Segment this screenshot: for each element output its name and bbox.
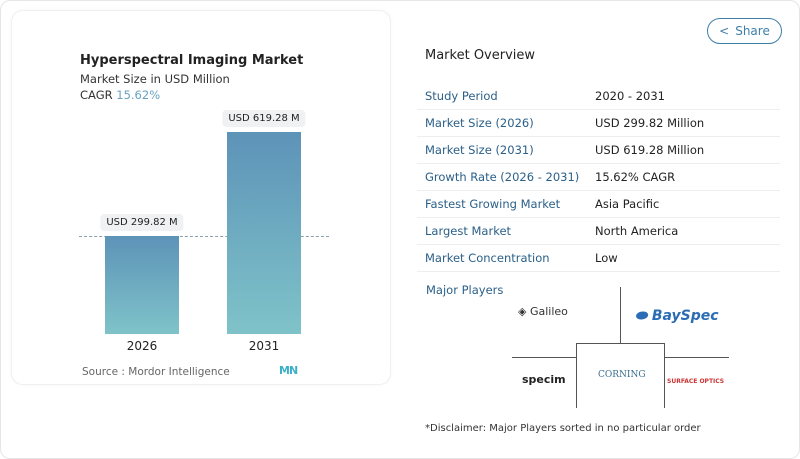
row-value: USD 299.82 Million: [595, 116, 705, 130]
row-label: Growth Rate (2026 - 2031): [425, 170, 580, 184]
chart-card: [11, 10, 391, 385]
row-label: Fastest Growing Market: [425, 197, 561, 211]
overview-row: Growth Rate (2026 - 2031) 15.62% CAGR: [417, 164, 780, 191]
overview-row: Largest Market North America: [417, 218, 780, 245]
cagr-value: 15.62%: [116, 88, 161, 102]
overview-title: Market Overview: [425, 48, 536, 63]
chart-title: Hyperspectral Imaging Market: [80, 53, 304, 68]
data-label: USD 299.82 M: [100, 214, 184, 231]
row-value: 15.62% CAGR: [595, 170, 676, 184]
chart-source: Source : Mordor Intelligence: [82, 366, 230, 378]
divider: [576, 343, 665, 344]
x-tick-label: 2026: [126, 339, 158, 353]
chart-subtitle: Market Size in USD Million: [80, 72, 230, 86]
divider: [664, 343, 665, 408]
logo-specim: specim: [522, 373, 566, 386]
reference-line: [79, 236, 329, 237]
overview-row: Fastest Growing Market Asia Pacific: [417, 191, 780, 218]
row-label: Market Size (2026): [425, 116, 534, 130]
overview-row: Market Size (2026) USD 299.82 Million: [417, 110, 780, 137]
bar-2031: [227, 131, 301, 334]
row-label: Largest Market: [425, 224, 512, 238]
logo-surface-optics: SURFACE OPTICS: [667, 378, 725, 385]
row-label: Market Concentration: [425, 251, 550, 265]
logo-bayspec: ⬬ BaySpec: [635, 308, 719, 324]
cagr-label: CAGR: [80, 88, 113, 102]
mordor-logo: MN: [279, 364, 298, 377]
row-value: USD 619.28 Million: [595, 143, 705, 157]
share-label: Share: [735, 24, 770, 38]
cagr: CAGR 15.62%: [80, 88, 160, 102]
share-button[interactable]: < Share: [707, 18, 782, 44]
overview-row: Market Concentration Low: [417, 245, 780, 272]
x-tick-label: 2031: [248, 339, 280, 353]
share-icon: <: [719, 24, 730, 38]
divider: [665, 357, 729, 358]
row-value: Asia Pacific: [595, 197, 660, 211]
row-value: Low: [595, 251, 618, 265]
overview-row: Study Period 2020 - 2031: [417, 83, 780, 110]
data-label: USD 619.28 M: [222, 109, 306, 127]
row-value: North America: [595, 224, 679, 238]
logo-galileo: ◈ Galileo: [518, 305, 568, 318]
bar-2026: [105, 236, 179, 334]
divider: [576, 343, 577, 408]
row-label: Study Period: [425, 89, 498, 103]
major-players-title: Major Players: [426, 283, 504, 297]
row-label: Market Size (2031): [425, 143, 534, 157]
logo-corning: CORNING: [598, 370, 646, 380]
disclaimer: *Disclaimer: Major Players sorted in no …: [425, 423, 701, 434]
overview-row: Market Size (2031) USD 619.28 Million: [417, 137, 780, 164]
row-value: 2020 - 2031: [595, 89, 665, 103]
divider: [620, 287, 621, 344]
divider: [512, 357, 576, 358]
